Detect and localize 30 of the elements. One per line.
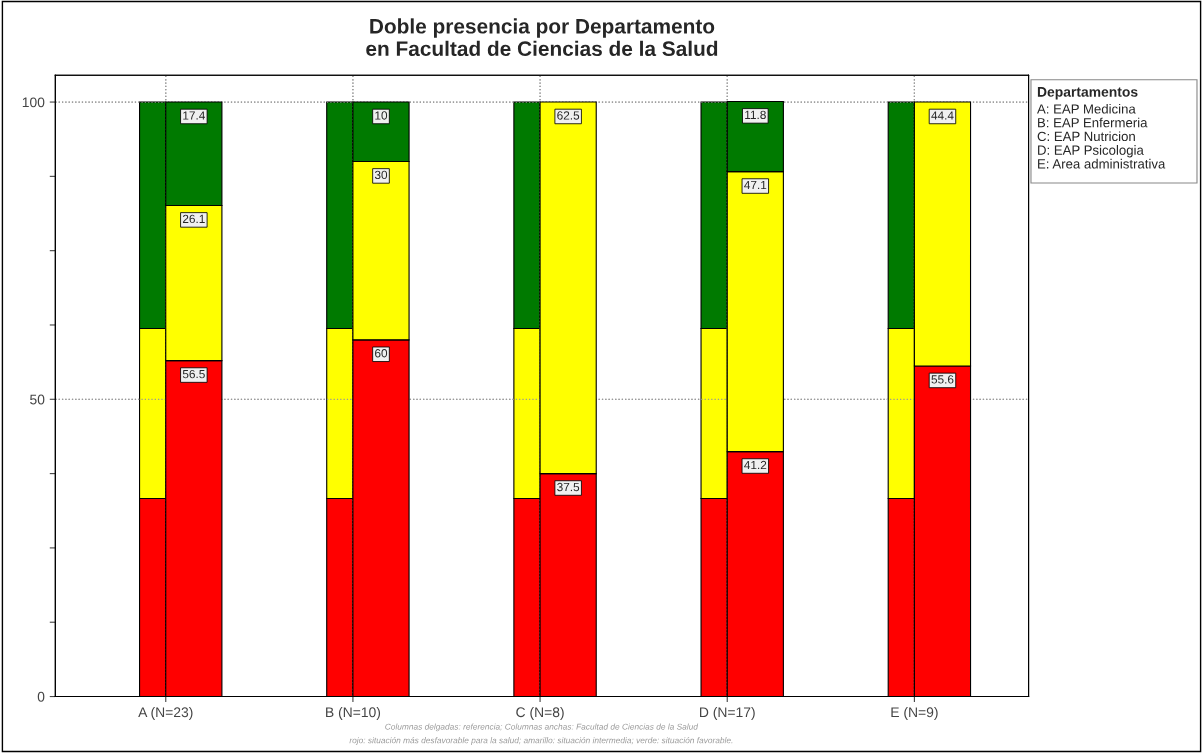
y-tick-label: 50: [30, 394, 45, 405]
data-label: 47.1: [744, 180, 767, 190]
data-label: 60: [375, 349, 388, 358]
data-label: 55.6: [931, 375, 954, 384]
data-label: 37.5: [557, 482, 580, 492]
data-label: 11.8: [745, 110, 766, 120]
chart-title: Doble presencia por Departamento en Facultad de Ciencias de la Salud: [366, 18, 718, 57]
x-tick-label: E (N=9): [891, 706, 938, 720]
data-label: 44.4: [931, 111, 954, 120]
text: A: EAP Medicina: [1037, 103, 1136, 114]
text: B: EAP Enfermeria: [1038, 117, 1148, 128]
data-label: 62.5: [557, 111, 580, 120]
text: Columnas delgadas: referencia; Columnas anchas: Facultad de Ciencias de la Salud: [385, 723, 699, 732]
y-tick-label: 0: [37, 691, 45, 702]
data-label: 30: [374, 170, 388, 180]
text: C: EAP Nutricion: [1037, 131, 1135, 142]
text: rojo: situación más desfavorable para la salud; amarillo: situación intermedia; verde: situación favorable.: [349, 737, 733, 745]
y-tick-label: 100: [22, 97, 45, 108]
data-label: 17.4: [183, 111, 205, 120]
text: E: Area administrativa: [1038, 158, 1166, 169]
text: D: EAP Psicologia: [1038, 145, 1144, 158]
x-tick-label: A (N=23): [138, 706, 193, 720]
x-tick-label: C (N=8): [516, 706, 564, 720]
data-label: 56.5: [182, 369, 205, 379]
legend-title: Departamentos: [1037, 87, 1138, 100]
x-tick-label: D (N=17): [700, 706, 755, 720]
x-tick-label: B (N=10): [326, 706, 381, 720]
data-label: 10: [375, 111, 388, 120]
data-label: 41.2: [744, 460, 767, 470]
data-label: 26.1: [182, 214, 205, 224]
